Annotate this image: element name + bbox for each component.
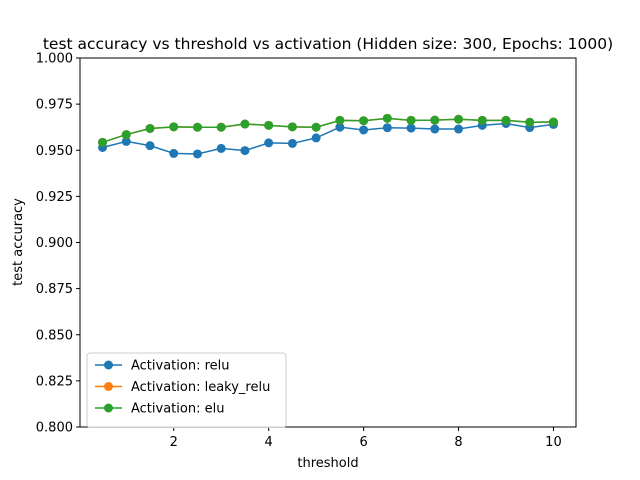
data-point	[192, 122, 202, 132]
data-point	[192, 149, 202, 159]
data-point	[216, 122, 226, 132]
data-point	[98, 137, 108, 147]
data-point	[430, 124, 440, 134]
data-point	[216, 143, 226, 153]
data-point	[169, 122, 179, 132]
legend-label: Activation: leaky_relu	[131, 380, 270, 395]
series-2	[98, 113, 558, 147]
data-point	[501, 115, 511, 125]
data-point	[121, 136, 131, 146]
data-point	[264, 120, 274, 130]
chart-title: test accuracy vs threshold vs activation…	[43, 35, 613, 53]
data-point	[145, 123, 155, 133]
y-tick-label: 0.900	[36, 236, 73, 251]
data-point	[454, 114, 464, 124]
y-tick-label: 0.950	[36, 144, 73, 159]
x-axis: 2 4 6 8 10	[170, 427, 562, 450]
data-point	[359, 116, 369, 126]
legend-box	[86, 352, 287, 428]
y-tick-label: 0.800	[36, 421, 73, 436]
y-tick-label: 0.875	[36, 282, 73, 297]
legend-marker	[104, 382, 113, 391]
x-tick-label: 8	[454, 435, 462, 450]
y-tick-label: 0.925	[36, 190, 73, 205]
data-point	[311, 133, 321, 143]
data-point	[311, 122, 321, 132]
x-axis-label: threshold	[297, 456, 358, 471]
data-point	[121, 130, 131, 140]
data-point	[406, 115, 416, 125]
legend: Activation: relu Activation: leaky_relu Ac…	[86, 352, 287, 428]
y-tick-label: 1.000	[36, 52, 73, 67]
data-point	[287, 138, 297, 148]
data-point	[169, 148, 179, 158]
data-point	[240, 119, 250, 129]
data-point	[382, 113, 392, 123]
data-point	[335, 122, 345, 132]
data-point	[406, 123, 416, 133]
legend-item: Activation: leaky_relu	[95, 380, 270, 395]
x-tick-label: 6	[359, 435, 367, 450]
data-point	[145, 141, 155, 151]
data-point	[525, 117, 535, 127]
data-point	[335, 115, 345, 125]
x-tick-label: 2	[170, 435, 178, 450]
data-point	[454, 124, 464, 134]
data-point	[382, 123, 392, 133]
data-point	[240, 146, 250, 156]
y-tick-label: 0.850	[36, 328, 73, 343]
legend-label: Activation: relu	[131, 359, 230, 374]
y-tick-label: 0.825	[36, 374, 73, 389]
series-0	[98, 118, 558, 159]
x-tick-label: 10	[545, 435, 562, 450]
data-point	[430, 115, 440, 125]
legend-marker	[104, 360, 113, 370]
data-point	[548, 117, 558, 127]
data-point	[287, 122, 297, 132]
y-axis-label: test accuracy	[11, 198, 26, 286]
data-point	[264, 138, 274, 148]
y-axis: 0.800 0.825 0.850 0.875 0.900 0.925 0.950 0.975…	[36, 52, 80, 436]
legend-item: Activation: relu	[95, 359, 230, 374]
series-layer	[98, 113, 558, 159]
legend-item: Activation: elu	[95, 402, 224, 417]
y-tick-label: 0.975	[36, 98, 73, 113]
legend-marker	[104, 403, 113, 413]
legend-label: Activation: elu	[131, 402, 224, 417]
x-tick-label: 4	[265, 435, 273, 450]
data-point	[359, 125, 369, 135]
data-point	[477, 115, 487, 125]
